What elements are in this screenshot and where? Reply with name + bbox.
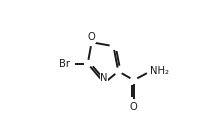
Text: NH₂: NH₂ [150,66,169,76]
Text: N: N [100,73,108,83]
Text: O: O [130,102,138,112]
Text: Br: Br [59,59,70,69]
Text: O: O [88,32,96,42]
